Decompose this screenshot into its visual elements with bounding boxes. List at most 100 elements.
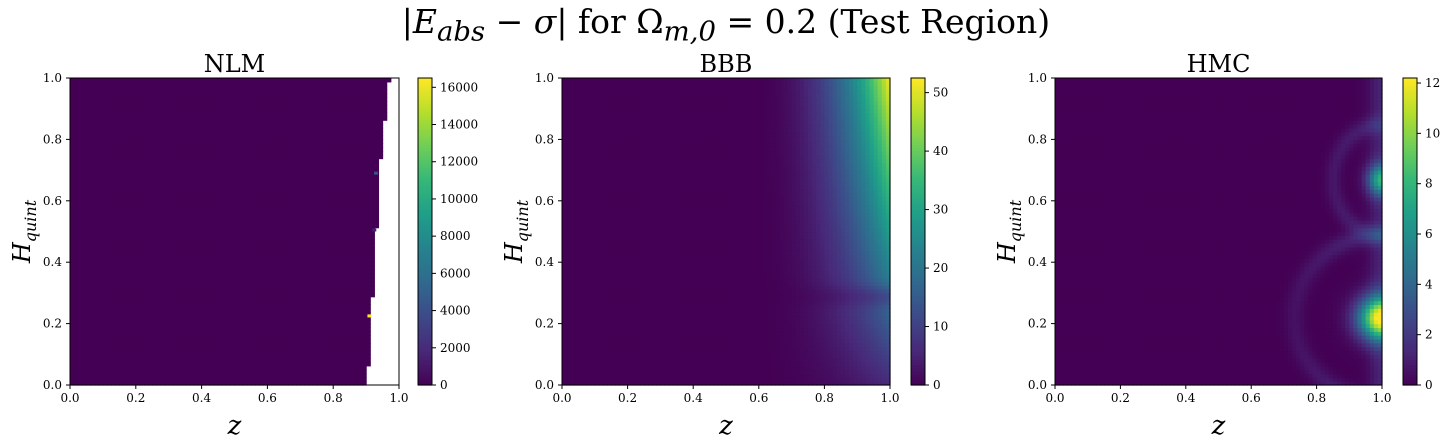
heatmap-cell	[90, 185, 96, 190]
heatmap-cell	[287, 365, 293, 371]
heatmap-cell	[312, 361, 318, 367]
heatmap-cell	[70, 143, 75, 148]
heatmap-cell	[255, 231, 260, 236]
heatmap-cell	[230, 185, 236, 190]
heatmap-cell	[115, 377, 120, 382]
heatmap-cell	[312, 250, 318, 256]
heatmap-cell	[135, 262, 141, 267]
heatmap-cell	[246, 308, 252, 313]
heatmap-cell	[250, 335, 256, 340]
heatmap-cell	[349, 193, 355, 198]
heatmap-cell	[246, 304, 252, 309]
heatmap-cell	[115, 327, 120, 332]
heatmap-cell	[292, 139, 297, 144]
heatmap-cell	[160, 147, 166, 152]
heatmap-cell	[370, 235, 375, 240]
heatmap-cell	[176, 235, 182, 240]
heatmap-cell	[172, 235, 178, 240]
heatmap-cell	[98, 216, 104, 221]
heatmap-cell	[374, 204, 380, 210]
heatmap-cell	[353, 323, 359, 329]
heatmap-cell	[197, 154, 203, 160]
heatmap-cell	[226, 262, 231, 267]
heatmap-cell	[230, 319, 236, 325]
heatmap-cell	[94, 177, 100, 183]
heatmap-cell	[119, 216, 125, 221]
heatmap-cell	[102, 131, 108, 137]
heatmap-cell	[271, 289, 277, 294]
heatmap-cell	[127, 177, 133, 183]
heatmap-cell	[271, 254, 277, 259]
heatmap-cell	[333, 154, 338, 160]
heatmap-cell	[94, 231, 100, 236]
heatmap-cell	[148, 216, 153, 221]
heatmap-cell	[94, 185, 100, 190]
heatmap-cell	[139, 216, 145, 221]
heatmap-cell	[222, 223, 227, 229]
heatmap-cell	[263, 135, 268, 140]
heatmap-cell	[181, 166, 186, 171]
heatmap-cell	[193, 377, 199, 382]
heatmap-cell	[238, 312, 244, 317]
heatmap-cell	[176, 239, 182, 244]
heatmap-cell	[160, 258, 166, 263]
heatmap-cell	[209, 143, 215, 148]
heatmap-cell	[185, 358, 190, 363]
heatmap-cell	[349, 223, 355, 229]
heatmap-cell	[144, 243, 149, 248]
heatmap-cell	[107, 350, 112, 355]
heatmap-cell	[287, 319, 293, 325]
heatmap-cell	[304, 231, 310, 236]
heatmap-cell	[267, 127, 273, 133]
heatmap-cell	[218, 185, 223, 190]
heatmap-cell	[320, 315, 326, 321]
heatmap-cell	[308, 154, 314, 160]
heatmap-cell	[370, 258, 375, 263]
heatmap-cell	[341, 193, 347, 198]
heatmap-cell	[218, 327, 223, 332]
heatmap-cell	[234, 139, 240, 144]
heatmap-cell	[107, 277, 112, 282]
heatmap-cell	[135, 281, 141, 286]
heatmap-cell	[185, 185, 190, 190]
heatmap-cell	[329, 254, 334, 259]
heatmap-cell	[324, 335, 330, 340]
heatmap-cell	[250, 338, 256, 344]
heatmap-cell	[222, 243, 227, 248]
heatmap-cell	[98, 292, 104, 298]
heatmap-cell	[230, 285, 236, 290]
heatmap-cell	[250, 170, 256, 175]
heatmap-cell	[127, 250, 133, 256]
heatmap-cell	[90, 131, 96, 137]
heatmap-cell	[144, 196, 149, 202]
heatmap-cell	[308, 277, 314, 282]
heatmap-cell	[370, 208, 375, 213]
heatmap-cell	[329, 170, 334, 175]
heatmap-cell	[287, 300, 293, 306]
heatmap-cell	[226, 212, 231, 217]
heatmap-cell	[197, 358, 203, 363]
heatmap-cell	[111, 173, 116, 179]
heatmap-cell	[94, 308, 100, 313]
heatmap-cell	[176, 323, 182, 329]
heatmap-cell	[337, 181, 343, 187]
heatmap-cell	[349, 269, 355, 275]
heatmap-cell	[74, 150, 79, 156]
heatmap-cell	[283, 269, 289, 275]
heatmap-cell	[135, 273, 141, 279]
heatmap-cell	[279, 277, 285, 282]
heatmap-cell	[160, 227, 166, 233]
heatmap-cell	[341, 216, 347, 221]
heatmap-cell	[197, 346, 203, 352]
heatmap-cell	[164, 300, 170, 306]
heatmap-cell	[197, 231, 203, 236]
heatmap-cell	[131, 216, 137, 221]
heatmap-cell	[201, 162, 207, 167]
heatmap-cell	[115, 365, 120, 371]
heatmap-cell	[329, 231, 334, 236]
heatmap-cell	[308, 358, 314, 363]
heatmap-cell	[230, 269, 236, 275]
heatmap-cell	[267, 358, 273, 363]
heatmap-cell	[213, 147, 219, 152]
